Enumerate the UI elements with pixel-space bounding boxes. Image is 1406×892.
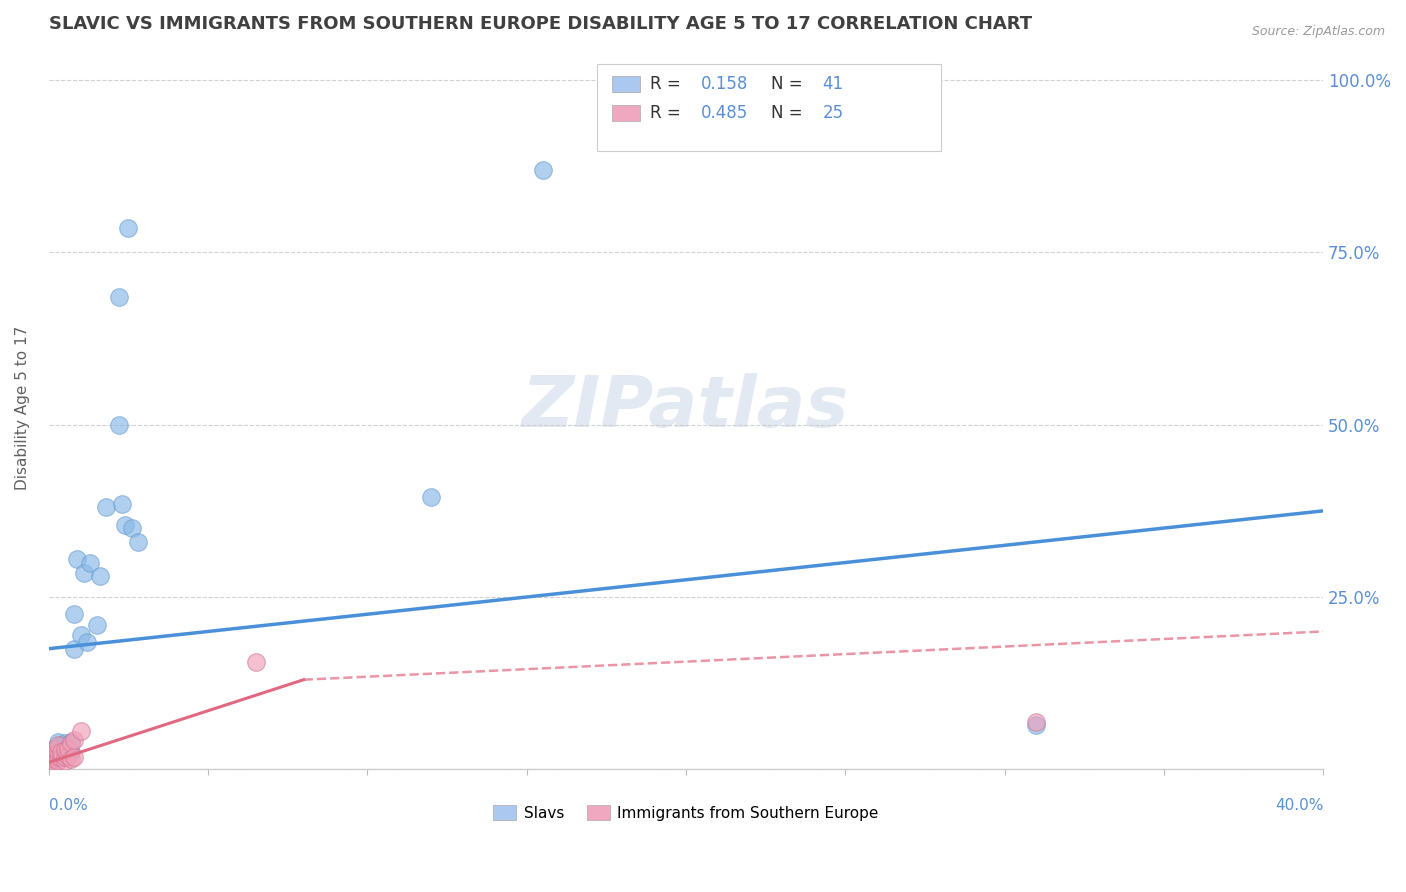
FancyBboxPatch shape	[612, 105, 640, 121]
Point	[60, 736, 83, 750]
Point	[111, 497, 134, 511]
Point	[44, 741, 66, 756]
Point	[46, 738, 69, 752]
Point	[56, 748, 79, 763]
Point	[114, 517, 136, 532]
Point	[531, 162, 554, 177]
Point	[127, 534, 149, 549]
Point	[53, 736, 76, 750]
Text: ZIPatlas: ZIPatlas	[522, 373, 849, 442]
Point	[41, 756, 63, 770]
Point	[51, 748, 73, 763]
Point	[60, 735, 83, 749]
Point	[53, 745, 76, 759]
Point	[41, 750, 63, 764]
Text: 25: 25	[823, 104, 844, 122]
Point	[44, 752, 66, 766]
Point	[44, 741, 66, 756]
Point	[66, 552, 89, 566]
Point	[63, 641, 86, 656]
Point	[56, 740, 79, 755]
Point	[51, 745, 73, 759]
Point	[46, 740, 69, 755]
Point	[86, 617, 108, 632]
Point	[53, 754, 76, 768]
Point	[41, 752, 63, 766]
Text: N =: N =	[772, 104, 808, 122]
Point	[44, 747, 66, 761]
Point	[41, 748, 63, 763]
Point	[46, 735, 69, 749]
Point	[89, 569, 111, 583]
Point	[1025, 715, 1047, 730]
Text: 40.0%: 40.0%	[1275, 798, 1323, 814]
Point	[51, 750, 73, 764]
Point	[51, 743, 73, 757]
Point	[46, 750, 69, 764]
Point	[60, 745, 83, 759]
Text: N =: N =	[772, 75, 808, 93]
Point	[121, 521, 143, 535]
Point	[1025, 717, 1047, 731]
Point	[46, 745, 69, 759]
Point	[44, 756, 66, 770]
Point	[69, 724, 91, 739]
Point	[46, 754, 69, 768]
Point	[60, 752, 83, 766]
Point	[63, 607, 86, 622]
Point	[108, 417, 131, 432]
Text: R =: R =	[650, 104, 686, 122]
Point	[63, 750, 86, 764]
Text: 0.158: 0.158	[702, 75, 748, 93]
Point	[73, 566, 96, 580]
Point	[41, 743, 63, 757]
Point	[94, 500, 117, 515]
Point	[44, 748, 66, 763]
FancyBboxPatch shape	[596, 63, 941, 151]
Point	[108, 290, 131, 304]
Point	[63, 733, 86, 747]
Point	[69, 628, 91, 642]
Text: 0.0%: 0.0%	[49, 798, 87, 814]
Point	[41, 747, 63, 761]
Point	[53, 750, 76, 764]
Point	[56, 741, 79, 756]
Text: SLAVIC VS IMMIGRANTS FROM SOUTHERN EUROPE DISABILITY AGE 5 TO 17 CORRELATION CHA: SLAVIC VS IMMIGRANTS FROM SOUTHERN EUROP…	[49, 15, 1032, 33]
FancyBboxPatch shape	[612, 76, 640, 92]
Text: R =: R =	[650, 75, 686, 93]
Point	[46, 750, 69, 764]
Point	[245, 656, 267, 670]
Text: 41: 41	[823, 75, 844, 93]
Point	[76, 635, 98, 649]
Legend: Slavs, Immigrants from Southern Europe: Slavs, Immigrants from Southern Europe	[486, 798, 884, 827]
Point	[46, 747, 69, 761]
Text: Source: ZipAtlas.com: Source: ZipAtlas.com	[1251, 25, 1385, 38]
Point	[44, 752, 66, 766]
Point	[53, 743, 76, 757]
Point	[420, 490, 443, 504]
Y-axis label: Disability Age 5 to 17: Disability Age 5 to 17	[15, 326, 30, 490]
Point	[56, 748, 79, 763]
Point	[79, 556, 101, 570]
Point	[44, 745, 66, 759]
Point	[53, 750, 76, 764]
Point	[51, 738, 73, 752]
Point	[117, 221, 139, 235]
Text: 0.485: 0.485	[702, 104, 748, 122]
